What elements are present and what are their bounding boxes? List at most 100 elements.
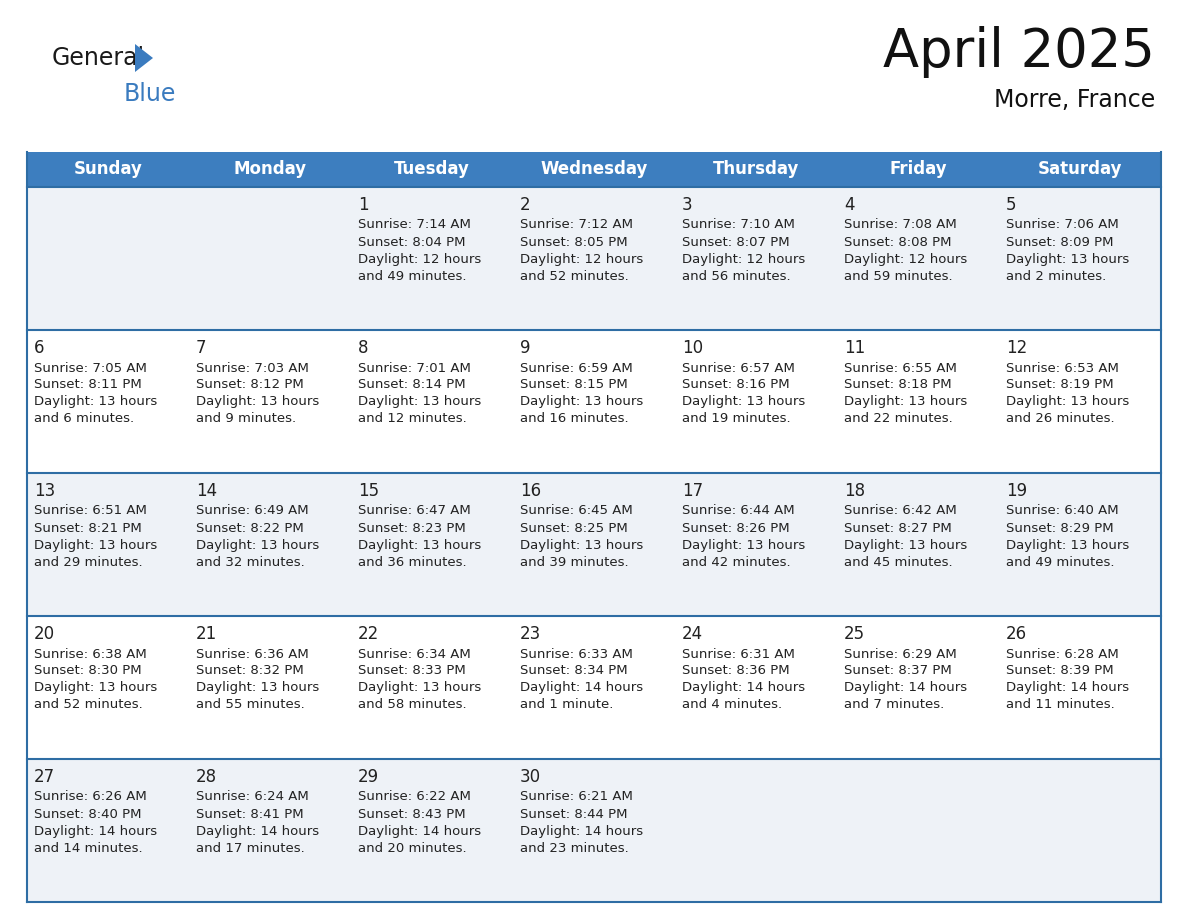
Text: and 58 minutes.: and 58 minutes.: [358, 699, 467, 711]
Text: Sunrise: 6:59 AM: Sunrise: 6:59 AM: [520, 362, 633, 375]
Text: and 45 minutes.: and 45 minutes.: [843, 555, 953, 568]
Text: and 29 minutes.: and 29 minutes.: [34, 555, 143, 568]
Polygon shape: [135, 44, 153, 72]
Text: 3: 3: [682, 196, 693, 214]
Text: Sunset: 8:05 PM: Sunset: 8:05 PM: [520, 236, 627, 249]
Text: Sunrise: 6:33 AM: Sunrise: 6:33 AM: [520, 647, 633, 660]
Text: and 20 minutes.: and 20 minutes.: [358, 842, 467, 855]
Text: Sunset: 8:26 PM: Sunset: 8:26 PM: [682, 521, 790, 534]
Text: Daylight: 13 hours: Daylight: 13 hours: [1006, 252, 1130, 265]
Text: Sunrise: 7:03 AM: Sunrise: 7:03 AM: [196, 362, 309, 375]
Text: Sunrise: 6:47 AM: Sunrise: 6:47 AM: [358, 505, 470, 518]
Text: Sunset: 8:11 PM: Sunset: 8:11 PM: [34, 378, 141, 391]
Text: and 2 minutes.: and 2 minutes.: [1006, 270, 1106, 283]
Text: Sunrise: 6:29 AM: Sunrise: 6:29 AM: [843, 647, 956, 660]
Text: and 36 minutes.: and 36 minutes.: [358, 555, 467, 568]
Text: and 55 minutes.: and 55 minutes.: [196, 699, 305, 711]
Text: and 26 minutes.: and 26 minutes.: [1006, 412, 1114, 426]
Text: 20: 20: [34, 625, 55, 643]
Text: General: General: [52, 46, 145, 70]
Text: Daylight: 13 hours: Daylight: 13 hours: [34, 539, 157, 552]
Text: 12: 12: [1006, 339, 1028, 357]
Text: Daylight: 12 hours: Daylight: 12 hours: [520, 252, 643, 265]
Text: Sunrise: 6:22 AM: Sunrise: 6:22 AM: [358, 790, 470, 803]
Text: Sunset: 8:30 PM: Sunset: 8:30 PM: [34, 665, 141, 677]
Text: and 32 minutes.: and 32 minutes.: [196, 555, 305, 568]
Text: Sunrise: 6:34 AM: Sunrise: 6:34 AM: [358, 647, 470, 660]
Text: 18: 18: [843, 482, 865, 500]
Text: 6: 6: [34, 339, 44, 357]
Text: Sunrise: 6:31 AM: Sunrise: 6:31 AM: [682, 647, 795, 660]
Text: Sunday: Sunday: [74, 161, 143, 178]
Text: Sunset: 8:22 PM: Sunset: 8:22 PM: [196, 521, 304, 534]
Text: and 11 minutes.: and 11 minutes.: [1006, 699, 1114, 711]
Text: Sunset: 8:04 PM: Sunset: 8:04 PM: [358, 236, 466, 249]
Text: Morre, France: Morre, France: [993, 88, 1155, 112]
Text: and 49 minutes.: and 49 minutes.: [358, 270, 467, 283]
Text: 4: 4: [843, 196, 854, 214]
Text: Sunrise: 7:14 AM: Sunrise: 7:14 AM: [358, 218, 470, 231]
Text: 29: 29: [358, 768, 379, 786]
Text: and 23 minutes.: and 23 minutes.: [520, 842, 628, 855]
Text: 15: 15: [358, 482, 379, 500]
Text: Daylight: 14 hours: Daylight: 14 hours: [1006, 681, 1129, 695]
Text: 28: 28: [196, 768, 217, 786]
Text: 2: 2: [520, 196, 531, 214]
Text: Sunrise: 6:28 AM: Sunrise: 6:28 AM: [1006, 647, 1119, 660]
Text: Daylight: 14 hours: Daylight: 14 hours: [520, 681, 643, 695]
Text: Sunset: 8:44 PM: Sunset: 8:44 PM: [520, 808, 627, 821]
Text: 14: 14: [196, 482, 217, 500]
Text: Daylight: 14 hours: Daylight: 14 hours: [520, 824, 643, 837]
Text: 19: 19: [1006, 482, 1028, 500]
Text: Sunrise: 6:42 AM: Sunrise: 6:42 AM: [843, 505, 956, 518]
Text: Sunrise: 7:12 AM: Sunrise: 7:12 AM: [520, 218, 633, 231]
Text: Sunrise: 7:01 AM: Sunrise: 7:01 AM: [358, 362, 470, 375]
Text: 9: 9: [520, 339, 531, 357]
Text: 22: 22: [358, 625, 379, 643]
Text: Daylight: 13 hours: Daylight: 13 hours: [682, 539, 805, 552]
Text: Daylight: 12 hours: Daylight: 12 hours: [682, 252, 805, 265]
Text: Sunset: 8:40 PM: Sunset: 8:40 PM: [34, 808, 141, 821]
Bar: [27, 330, 1161, 473]
Text: Daylight: 13 hours: Daylight: 13 hours: [196, 539, 320, 552]
Text: Sunrise: 6:24 AM: Sunrise: 6:24 AM: [196, 790, 309, 803]
Text: Sunrise: 6:26 AM: Sunrise: 6:26 AM: [34, 790, 147, 803]
Text: Sunset: 8:21 PM: Sunset: 8:21 PM: [34, 521, 141, 534]
Text: 10: 10: [682, 339, 703, 357]
Text: Daylight: 13 hours: Daylight: 13 hours: [682, 396, 805, 409]
Text: 26: 26: [1006, 625, 1028, 643]
Text: and 17 minutes.: and 17 minutes.: [196, 842, 305, 855]
Text: Sunrise: 6:40 AM: Sunrise: 6:40 AM: [1006, 505, 1119, 518]
Text: 24: 24: [682, 625, 703, 643]
Text: Friday: Friday: [889, 161, 947, 178]
Text: Daylight: 14 hours: Daylight: 14 hours: [843, 681, 967, 695]
Text: Tuesday: Tuesday: [394, 161, 470, 178]
Text: and 9 minutes.: and 9 minutes.: [196, 412, 296, 426]
Text: Sunset: 8:41 PM: Sunset: 8:41 PM: [196, 808, 304, 821]
Bar: [27, 759, 1161, 902]
Text: 17: 17: [682, 482, 703, 500]
Text: Sunset: 8:32 PM: Sunset: 8:32 PM: [196, 665, 304, 677]
Text: Sunrise: 6:49 AM: Sunrise: 6:49 AM: [196, 505, 309, 518]
Text: Daylight: 12 hours: Daylight: 12 hours: [358, 252, 481, 265]
Text: Daylight: 14 hours: Daylight: 14 hours: [682, 681, 805, 695]
Text: Daylight: 14 hours: Daylight: 14 hours: [34, 824, 157, 837]
Text: Sunrise: 6:36 AM: Sunrise: 6:36 AM: [196, 647, 309, 660]
Text: Sunset: 8:16 PM: Sunset: 8:16 PM: [682, 378, 790, 391]
Text: 11: 11: [843, 339, 865, 357]
Text: Sunset: 8:37 PM: Sunset: 8:37 PM: [843, 665, 952, 677]
Text: Sunrise: 7:06 AM: Sunrise: 7:06 AM: [1006, 218, 1119, 231]
Text: Daylight: 13 hours: Daylight: 13 hours: [196, 681, 320, 695]
Text: Sunrise: 6:21 AM: Sunrise: 6:21 AM: [520, 790, 633, 803]
Text: 16: 16: [520, 482, 541, 500]
Text: Sunset: 8:18 PM: Sunset: 8:18 PM: [843, 378, 952, 391]
Text: Sunrise: 6:53 AM: Sunrise: 6:53 AM: [1006, 362, 1119, 375]
Text: and 39 minutes.: and 39 minutes.: [520, 555, 628, 568]
Text: Sunset: 8:09 PM: Sunset: 8:09 PM: [1006, 236, 1113, 249]
Text: Sunset: 8:36 PM: Sunset: 8:36 PM: [682, 665, 790, 677]
Text: 5: 5: [1006, 196, 1017, 214]
Text: Sunset: 8:12 PM: Sunset: 8:12 PM: [196, 378, 304, 391]
Bar: [27, 187, 1161, 330]
Text: and 14 minutes.: and 14 minutes.: [34, 842, 143, 855]
Text: Daylight: 13 hours: Daylight: 13 hours: [843, 539, 967, 552]
